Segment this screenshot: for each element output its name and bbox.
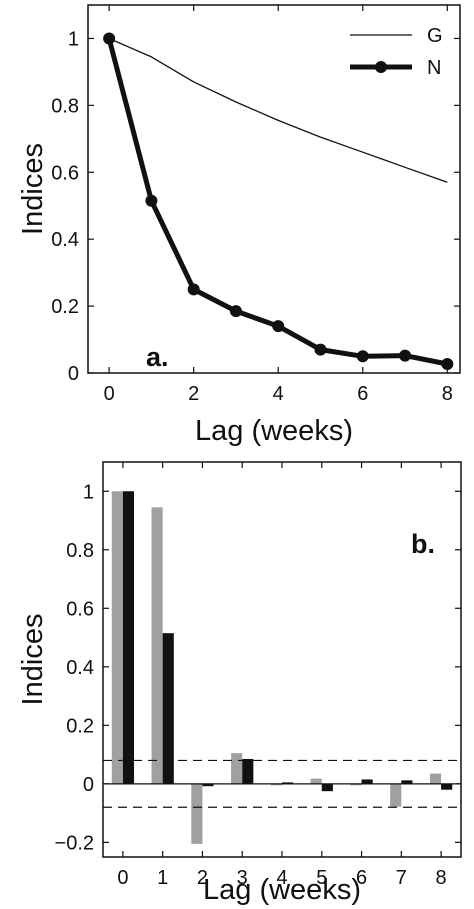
bar-series-1 — [350, 783, 362, 786]
legend-label-N: N — [427, 57, 441, 79]
panel-a-y-tick-label: 0 — [68, 363, 79, 385]
panel-a-line-chart: 0 0.2 0.4 0.6 0.8 1 0 2 4 6 8 GN a. Lag (weeks) I… — [17, 4, 461, 447]
series-point-N — [229, 305, 242, 318]
bar-series-2 — [441, 783, 453, 790]
panel-a-x-tick-label: 8 — [442, 383, 453, 405]
bar-series-1 — [390, 783, 402, 807]
panel-b-x-axis-label: Lag (weeks) — [203, 874, 361, 906]
series-point-N — [399, 349, 412, 362]
panel-a-y-tick-label: 1 — [68, 28, 79, 50]
bar-series-2 — [282, 782, 294, 784]
panel-a-y-tick-label: 0.2 — [51, 296, 79, 318]
panel-a-series — [103, 32, 454, 370]
panel-a-y-ticks: 0 0.2 0.4 0.6 0.8 1 — [51, 28, 460, 385]
panel-b-y-tick-label: 0.6 — [66, 598, 94, 620]
series-point-N — [103, 32, 116, 45]
panel-b-x-tick-label: 6 — [356, 867, 367, 889]
panel-b-y-axis-label: Indices — [17, 614, 49, 706]
panel-b-y-tick-label: 1 — [83, 481, 94, 503]
panel-a-x-tick-label: 0 — [104, 383, 115, 405]
panel-b-x-ticks: 0 1 2 3 4 5 6 7 8 — [117, 462, 447, 889]
panel-a-x-ticks: 0 2 4 6 8 — [104, 5, 453, 405]
panel-b-y-tick-label: −0.2 — [55, 832, 94, 854]
bar-series-1 — [191, 783, 203, 844]
panel-b-y-tick-label: 0.2 — [66, 715, 94, 737]
series-point-N — [187, 283, 200, 296]
panel-b-x-tick-label: 5 — [316, 867, 327, 889]
panel-b-bars — [111, 491, 453, 844]
panel-b-x-tick-label: 0 — [117, 867, 128, 889]
panel-b-x-tick-label: 2 — [197, 867, 208, 889]
panel-b-y-tick-label: 0.8 — [66, 540, 94, 562]
bar-series-2 — [361, 779, 373, 784]
bar-series-2 — [202, 783, 214, 787]
panel-b-y-tick-label: 0 — [83, 774, 94, 796]
panel-a-y-tick-label: 0.6 — [51, 162, 79, 184]
bar-series-1 — [270, 783, 282, 786]
series-line-G — [108, 37, 448, 183]
bar-series-2 — [242, 758, 254, 784]
panel-a-y-axis-label: Indices — [17, 143, 49, 235]
bar-series-1 — [151, 507, 163, 784]
panel-a-y-tick-label: 0.8 — [51, 95, 79, 117]
bar-series-1 — [310, 778, 322, 784]
panel-a-y-tick-label: 0.4 — [51, 229, 79, 251]
panel-b-bar-chart: −0.2 0 0.2 0.4 0.6 0.8 1 0 1 2 3 4 5 6 7 8 b. Lag (wee… — [17, 461, 462, 906]
panel-a-label: a. — [146, 342, 169, 372]
panel-b-x-tick-label: 1 — [157, 867, 168, 889]
bar-series-1 — [429, 773, 442, 784]
series-point-N — [441, 357, 454, 370]
bar-series-2 — [401, 780, 413, 784]
panel-a-legend: GN — [350, 25, 443, 79]
panel-a-x-tick-label: 2 — [188, 383, 199, 405]
panel-a-x-axis-label: Lag (weeks) — [195, 415, 353, 447]
legend-label-G: G — [427, 25, 443, 47]
bar-series-2 — [162, 633, 174, 784]
panel-b-x-tick-label: 3 — [237, 867, 248, 889]
panel-b-x-tick-label: 4 — [276, 867, 287, 889]
panel-a-x-tick-label: 4 — [273, 383, 284, 405]
bar-series-1 — [111, 491, 123, 784]
series-point-N — [356, 350, 369, 363]
series-point-N — [314, 343, 327, 356]
series-point-N — [272, 320, 285, 333]
panel-b-y-ticks: −0.2 0 0.2 0.4 0.6 0.8 1 — [55, 481, 461, 854]
legend-marker-N — [375, 61, 387, 73]
panel-a-x-tick-label: 6 — [357, 383, 368, 405]
panel-b-x-tick-label: 8 — [436, 867, 447, 889]
bar-series-2 — [122, 491, 135, 784]
series-line-N — [106, 37, 448, 367]
bar-series-2 — [321, 783, 333, 792]
panel-b-y-tick-label: 0.4 — [66, 657, 94, 679]
panel-b-x-tick-label: 7 — [396, 867, 407, 889]
bar-series-1 — [231, 753, 243, 784]
panel-b-label: b. — [411, 529, 435, 559]
series-point-N — [145, 194, 158, 207]
panel-a-plot-frame — [87, 4, 461, 374]
panel-b-reference-lines — [103, 759, 461, 808]
